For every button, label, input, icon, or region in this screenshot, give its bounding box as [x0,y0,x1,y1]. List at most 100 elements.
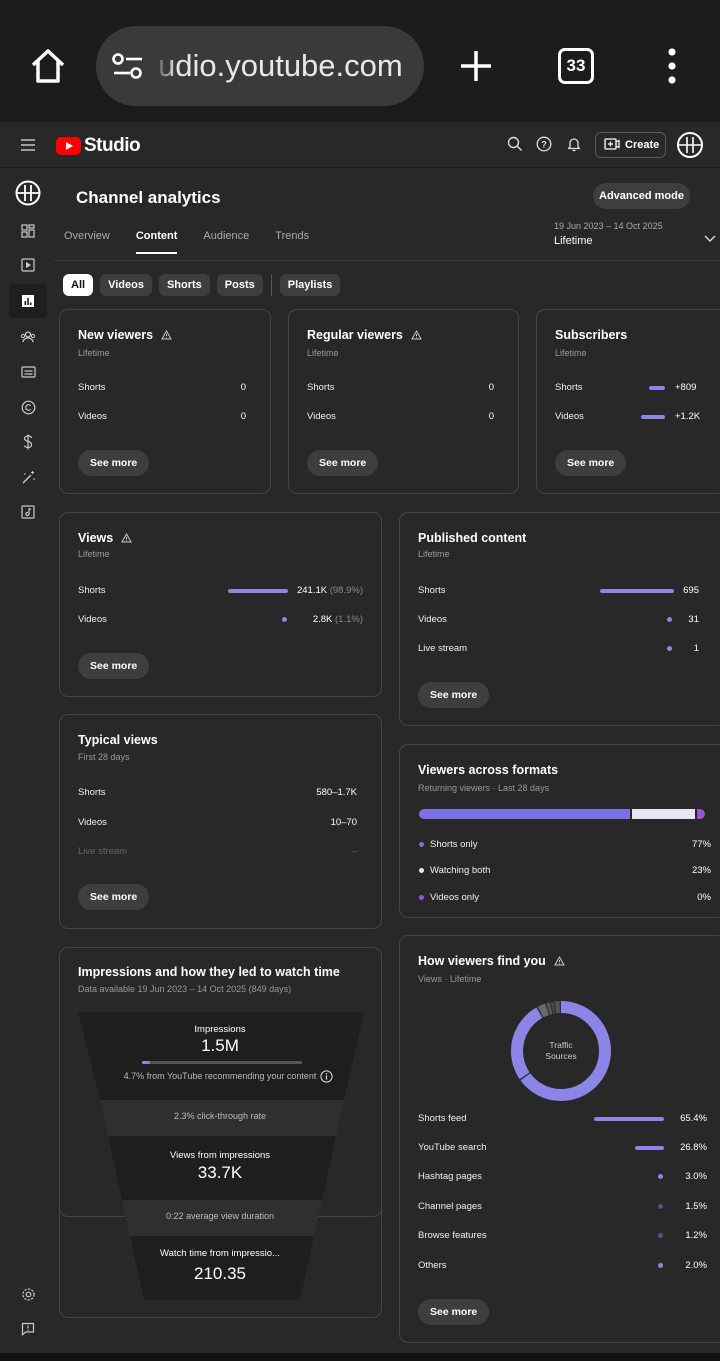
more-menu-icon[interactable] [664,48,680,89]
sidebar-item-analytics[interactable] [9,284,47,318]
warning-icon[interactable] [553,956,565,966]
warning-icon[interactable] [411,330,422,340]
row-label: Videos [78,817,107,828]
sidebar-item-earn[interactable] [9,425,47,459]
copyright-icon [21,400,35,414]
page-title: Channel analytics [76,188,221,207]
traffic-sources-donut [511,1001,611,1101]
youtube-play-icon [56,137,81,155]
traffic-source-label: Hashtag pages [418,1171,482,1182]
see-more-button[interactable]: See more [555,450,627,476]
chip-posts[interactable]: Posts [216,274,263,296]
row-value: 0% [697,892,711,903]
tab-content[interactable]: Content [135,230,178,254]
sidebar [0,168,54,1353]
notifications-icon[interactable] [566,136,582,157]
legend-dot-shorts-only [419,842,424,847]
sidebar-item-subtitles[interactable] [9,355,47,389]
formats-bar-shorts-only [419,809,630,819]
url-bar[interactable]: udio.youtube.com [96,26,424,106]
settings-icon [21,1287,35,1301]
create-button[interactable]: Create [595,132,666,158]
views-shorts-bar [228,589,288,593]
community-icon [20,331,36,343]
sidebar-item-settings[interactable] [9,1277,47,1311]
site-settings-icon[interactable] [112,52,144,85]
published-videos-dot [667,617,672,622]
published-shorts-bar [600,589,674,593]
donut-center-label: Traffic Sources [545,1040,577,1061]
see-more-button[interactable]: See more [307,450,379,476]
new-tab-icon[interactable] [458,48,494,89]
chip-playlists[interactable]: Playlists [279,274,341,296]
donut-slice [511,1001,611,1101]
sidebar-item-customization[interactable] [9,460,47,494]
row-value: 695 [683,585,699,596]
watch-time-label: Watch time from impressio... [159,1248,280,1259]
row-value: 23% [691,865,711,876]
traffic-source-value: 3.0% [685,1171,707,1182]
row-label: Shorts [418,585,446,596]
row-label: Videos [78,614,107,625]
row-label: Shorts [307,382,335,393]
sidebar-item-community[interactable] [9,320,47,354]
views-videos-dot [282,617,287,622]
info-icon[interactable] [320,1070,333,1088]
row-label: Videos only [430,892,479,903]
row-label: Videos [555,411,584,422]
traffic-source-value: 65.4% [680,1113,707,1124]
tab-audience[interactable]: Audience [203,230,250,242]
studio-logo[interactable]: Studio [56,135,141,157]
magic-wand-icon [22,470,35,483]
help-icon[interactable]: ? [536,136,552,157]
donut-slice [511,1001,611,1101]
sidebar-item-copyright[interactable] [9,390,47,424]
chevron-down-icon[interactable] [704,230,716,248]
see-more-button[interactable]: See more [418,682,490,708]
tab-switcher-button[interactable]: 33 [558,48,594,84]
formats-bar-watching-both [632,809,695,819]
see-more-button[interactable]: See more [78,450,150,476]
subscribers-card: Subscribers Lifetime Shorts +809 Videos … [536,309,720,494]
sidebar-channel-avatar[interactable] [9,176,47,210]
search-icon[interactable] [507,136,523,157]
content-filter-chips: All Videos Shorts Posts Playlists [63,274,347,296]
new-viewers-card: New viewers Lifetime Shorts 0 Videos 0 S… [59,309,271,494]
warning-icon[interactable] [161,330,172,340]
tab-trends[interactable]: Trends [275,230,310,242]
chip-all[interactable]: All [63,274,94,296]
chip-shorts[interactable]: Shorts [158,274,210,296]
row-value: 0 [240,411,246,422]
sidebar-item-feedback[interactable] [9,1312,47,1346]
url-text[interactable]: udio.youtube.com [158,48,403,83]
analytics-tabs: Overview Content Audience Trends [64,230,335,254]
sidebar-item-content[interactable] [9,248,47,282]
regular-viewers-card: Regular viewers Lifetime Shorts 0 Videos… [288,309,519,494]
sidebar-item-dashboard[interactable] [9,214,47,248]
see-more-button[interactable]: See more [78,884,150,910]
watch-time-value: 210.35 [194,1264,246,1283]
traffic-source-value: 2.0% [685,1260,707,1271]
row-label: Videos [78,411,107,422]
account-avatar[interactable] [677,132,703,158]
row-label: Shorts [555,382,583,393]
create-video-icon [604,137,620,153]
see-more-button[interactable]: See more [78,653,150,679]
sidebar-item-audio-library[interactable] [9,495,47,529]
row-value: 241.1K (98.9%) [296,585,363,596]
analytics-icon [22,295,34,307]
date-range-picker[interactable]: 19 Jun 2023 – 14 Oct 2025 Lifetime [554,221,663,247]
row-label: Live stream [418,643,468,654]
main-content: Channel analytics Advanced mode Overview… [54,168,720,1353]
row-label: Watching both [430,865,491,876]
tab-overview[interactable]: Overview [64,230,110,242]
views-from-impressions-label: Views from impressions [169,1150,271,1161]
see-more-button[interactable]: See more [418,1299,490,1325]
home-icon[interactable] [28,46,68,86]
menu-icon[interactable] [20,138,36,157]
chip-videos[interactable]: Videos [100,274,152,296]
traffic-source-label: Browse features [418,1230,487,1241]
browser-toolbar: udio.youtube.com 33 [0,0,720,122]
warning-icon[interactable] [121,533,133,543]
advanced-mode-button[interactable]: Advanced mode [593,183,690,209]
